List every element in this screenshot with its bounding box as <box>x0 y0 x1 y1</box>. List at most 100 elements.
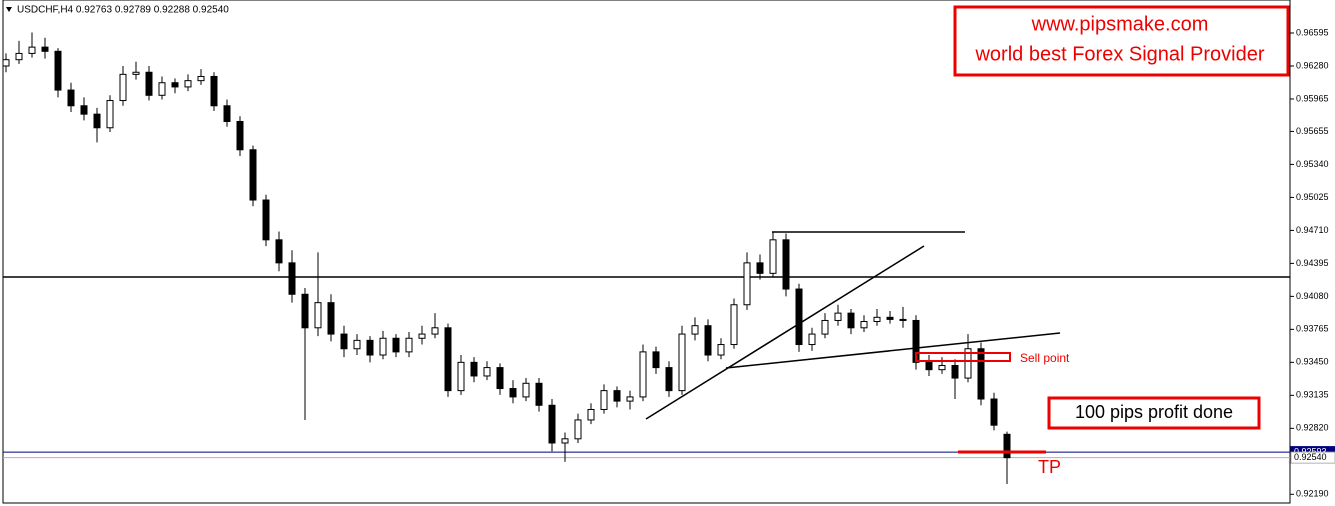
candle-body <box>236 120 244 151</box>
candle-body <box>769 239 777 274</box>
candle-body <box>80 105 88 115</box>
candle-body <box>171 82 179 88</box>
candle-body <box>678 333 686 392</box>
candle-body <box>327 302 335 335</box>
candle-body <box>834 312 842 321</box>
candle-body <box>613 390 621 402</box>
candle-body <box>639 351 647 398</box>
candle-body <box>587 408 595 421</box>
candle-body <box>184 80 192 88</box>
candle-body <box>691 325 699 335</box>
candle-body <box>795 288 803 346</box>
candle-body <box>93 113 101 129</box>
candle-body <box>990 398 998 426</box>
marks <box>2 32 1290 485</box>
chart-title: USDCHF,H4 0.92763 0.92789 0.92288 0.9254… <box>17 5 229 16</box>
price-tag <box>1290 451 1335 464</box>
candle-body <box>652 351 660 369</box>
candle-body <box>847 312 855 329</box>
candle-body <box>210 75 218 107</box>
y-tick-label: 0.94710 <box>1296 225 1329 235</box>
candle-body <box>67 89 75 107</box>
candle-body <box>15 52 23 61</box>
candle-body <box>925 361 933 371</box>
y-tick-label: 0.93450 <box>1296 357 1329 367</box>
y-tick-label: 0.93765 <box>1296 324 1329 334</box>
candle-body <box>431 327 439 335</box>
candle-body <box>665 367 673 392</box>
header-arrow <box>6 7 12 12</box>
candle-body <box>899 318 907 321</box>
profit-label: 100 pips profit done <box>1075 402 1233 422</box>
candle-body <box>483 367 491 377</box>
y-tick-label: 0.94080 <box>1296 291 1329 301</box>
y-tick-label: 0.95655 <box>1296 126 1329 136</box>
candle-body <box>743 262 751 306</box>
candle-body <box>145 71 153 96</box>
candle-body <box>561 438 569 444</box>
candle-body <box>548 404 556 444</box>
candle-body <box>223 105 231 122</box>
y-tick-label: 0.93135 <box>1296 390 1329 400</box>
candle-body <box>54 50 62 91</box>
candle-body <box>249 149 257 201</box>
candle-body <box>366 339 374 356</box>
candle-body <box>938 364 946 371</box>
sell-label: Sell point <box>1020 351 1070 365</box>
candle-body <box>509 388 517 398</box>
candle-body <box>912 319 920 363</box>
y-tick-label: 0.95965 <box>1296 93 1329 103</box>
candle-body <box>28 46 36 54</box>
candle-body <box>288 262 296 295</box>
candle-body <box>600 390 608 410</box>
ad-slogan: world best Forex Signal Provider <box>974 43 1264 65</box>
ad-box <box>953 5 1290 77</box>
y-tick-label: 0.94395 <box>1296 258 1329 268</box>
candle-body <box>886 316 894 320</box>
candle-body <box>340 333 348 350</box>
candle-body <box>119 73 127 102</box>
candle-body <box>873 316 881 323</box>
y-tick-label: 0.92820 <box>1296 423 1329 433</box>
candle-body <box>730 304 738 346</box>
candle-body <box>808 333 816 346</box>
candle-body <box>41 46 49 52</box>
candle-body <box>1003 433 1011 459</box>
candle-body <box>470 361 478 377</box>
candle-body <box>860 321 868 329</box>
candle-body <box>977 348 985 400</box>
candle-body <box>2 59 10 67</box>
candle-body <box>158 82 166 96</box>
price-tag-label: 0.92540 <box>1294 452 1327 462</box>
candle-body <box>704 325 712 356</box>
profit-box <box>1047 396 1261 430</box>
price-tag-label: 0.92593 <box>1294 446 1327 456</box>
candle-body <box>535 382 543 406</box>
ad-site: www.pipsmake.com <box>1031 13 1209 35</box>
candle-body <box>574 419 582 440</box>
candle-body <box>275 239 283 264</box>
candle-body <box>418 333 426 339</box>
candle-body <box>405 337 413 353</box>
candle-body <box>106 100 114 129</box>
candle-body <box>379 337 387 356</box>
candle-body <box>821 319 829 335</box>
candle-body <box>782 239 790 290</box>
candle-body <box>522 382 530 398</box>
y-tick-label: 0.95340 <box>1296 159 1329 169</box>
y-tick-label: 0.96595 <box>1296 27 1329 37</box>
candle-body <box>756 262 764 274</box>
candle-body <box>262 199 270 241</box>
candle-body <box>197 75 205 82</box>
candle-body <box>132 71 140 75</box>
candle-body <box>951 364 959 379</box>
candle-body <box>496 367 504 390</box>
y-tick-label: 0.92190 <box>1296 489 1329 499</box>
candle-body <box>314 302 322 329</box>
y-tick-label: 0.95025 <box>1296 192 1329 202</box>
candle-body <box>457 361 465 392</box>
candle-body <box>626 396 634 402</box>
candle-body <box>444 327 452 392</box>
trend-lines <box>645 231 1061 420</box>
